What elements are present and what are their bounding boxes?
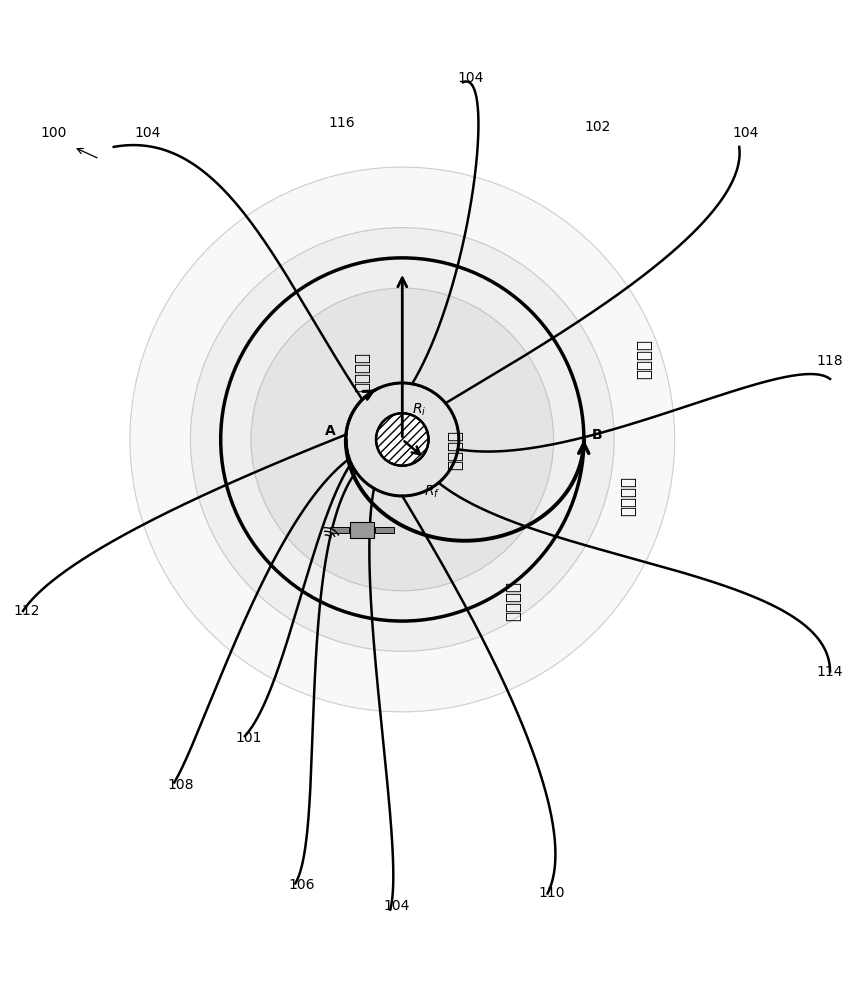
Text: 110: 110 xyxy=(538,886,564,900)
Text: 102: 102 xyxy=(584,120,611,134)
Text: 104: 104 xyxy=(731,126,757,140)
Text: 104: 104 xyxy=(383,899,409,913)
Circle shape xyxy=(250,288,553,591)
Text: 101: 101 xyxy=(235,731,262,745)
Text: $R_i$: $R_i$ xyxy=(412,402,426,418)
Text: 106: 106 xyxy=(288,878,314,892)
Circle shape xyxy=(130,167,674,712)
Polygon shape xyxy=(375,527,394,533)
Circle shape xyxy=(376,413,428,466)
Text: 初始调动: 初始调动 xyxy=(353,352,371,392)
Text: 116: 116 xyxy=(328,116,354,130)
Text: 108: 108 xyxy=(167,778,193,792)
Polygon shape xyxy=(329,527,348,533)
Text: 104: 104 xyxy=(458,71,483,85)
Text: 104: 104 xyxy=(135,126,161,140)
Text: A: A xyxy=(325,424,336,438)
Text: 112: 112 xyxy=(14,604,40,618)
Text: B: B xyxy=(591,428,602,442)
Circle shape xyxy=(190,228,613,651)
Text: 最终调动: 最终调动 xyxy=(619,476,636,516)
Text: 初始轨道: 初始轨道 xyxy=(446,430,463,470)
Polygon shape xyxy=(349,522,373,538)
Text: 100: 100 xyxy=(40,126,66,140)
Text: 转移轨道: 转移轨道 xyxy=(504,581,521,621)
Text: 118: 118 xyxy=(815,354,843,368)
Text: 最终轨道: 最终轨道 xyxy=(635,339,653,379)
Text: 114: 114 xyxy=(816,665,843,679)
Text: $R_f$: $R_f$ xyxy=(424,484,440,500)
